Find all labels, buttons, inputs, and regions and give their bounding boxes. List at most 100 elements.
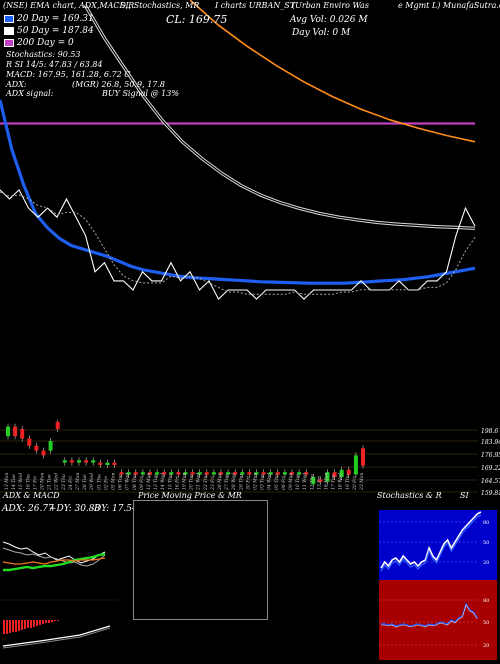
date-label: 16 Mon	[324, 473, 330, 490]
ema200-swatch	[4, 38, 14, 47]
date-label: 06 Tue	[118, 474, 124, 490]
date-label: 05 Thu	[274, 474, 280, 490]
macd-histogram-bar	[27, 620, 29, 628]
candle	[162, 472, 167, 475]
legend-macd: MACD: 167.95, 161.28, 6.72 C	[6, 70, 131, 79]
macd-histogram-bar	[6, 620, 8, 634]
date-label: 28 Tue	[82, 474, 88, 491]
rsi-tick-label: 20	[483, 643, 489, 649]
price-line	[0, 188, 476, 301]
price-tick-label: 198.6	[481, 428, 498, 435]
macd-histogram-bar	[48, 620, 50, 623]
candle	[41, 450, 46, 456]
candle	[346, 469, 351, 475]
rsi-tick-label: 50	[483, 620, 489, 626]
date-label: 20 Mon	[40, 473, 46, 491]
stoch-tick-label: 20	[483, 560, 489, 566]
legend-stochastics: Stochastics: 90.53	[6, 50, 81, 59]
date-label: 03 Tue	[260, 474, 266, 490]
date-label: 13 Fri	[316, 476, 322, 490]
date-label: 04 Wed	[267, 473, 273, 490]
macd-histogram-bar	[45, 620, 47, 623]
candle	[247, 472, 252, 475]
stoch-tick-label: 80	[483, 520, 489, 526]
price-tick-label: 183.94	[481, 439, 500, 446]
legend-adx-signal: ADX signal:	[6, 89, 54, 98]
macd-histogram-bar	[39, 620, 41, 625]
ema200-line	[189, 0, 476, 143]
candle	[311, 477, 316, 485]
date-label: 16 Thu	[25, 474, 31, 490]
date-label: 13 Tue	[153, 474, 159, 490]
candle	[190, 472, 195, 475]
candle	[282, 472, 287, 475]
legend-adx-values: (MGR) 26.8, 50.9, 17.8	[72, 80, 165, 89]
macd-histogram-bar	[30, 620, 32, 628]
date-label: 06 Fri	[281, 476, 287, 490]
candle	[155, 472, 160, 475]
price-tick-label: 159.81	[481, 490, 500, 497]
candle	[361, 448, 365, 466]
date-label: 14 Tue	[11, 474, 17, 490]
candle	[34, 445, 39, 451]
price-average-line	[0, 191, 476, 295]
candle	[240, 472, 245, 475]
candle	[55, 421, 60, 429]
adx-macd-panel	[0, 500, 130, 660]
candle	[119, 472, 124, 475]
date-label: 30 Fri	[245, 476, 251, 490]
date-label: 15 Thu	[167, 474, 173, 490]
date-label: 09 Mon	[288, 473, 294, 490]
date-label: 21 Wed	[196, 473, 202, 491]
macd-histogram-bar	[54, 620, 56, 621]
candle	[84, 460, 89, 463]
legend-ema20-text: 20 Day = 169.31	[17, 14, 94, 24]
candle	[290, 472, 294, 475]
stoch-tick-label: 50	[483, 540, 489, 546]
stoch-panel-title-right: SI	[460, 491, 469, 500]
macd-signal-line	[2, 627, 111, 649]
candle	[297, 472, 302, 475]
macd-histogram-bar	[15, 620, 17, 632]
pdi-line	[3, 552, 106, 572]
candle	[148, 472, 152, 475]
close-price: CL: 169.75	[166, 13, 228, 26]
rsi-line	[381, 602, 478, 627]
date-label: 22 Wed	[54, 473, 60, 491]
candle	[226, 472, 231, 475]
date-label: 12 Thu	[309, 474, 315, 490]
candle	[318, 479, 323, 482]
ema50-swatch	[4, 26, 14, 35]
date-label: 10 Tue	[295, 474, 301, 490]
date-label: 29 Thu	[238, 474, 244, 491]
avg-volume: Avg Vol: 0.026 M	[290, 15, 368, 25]
macd-histogram-bar	[33, 620, 35, 627]
candle	[98, 462, 103, 465]
date-label: 18 Wed	[338, 473, 344, 490]
date-label: 27 Tue	[224, 474, 230, 491]
date-label: 17 Fri	[32, 476, 38, 490]
legend-rsi: R SI 14/5: 47.83 / 63.84	[6, 60, 103, 69]
ema20-swatch	[4, 14, 14, 23]
candle	[91, 460, 96, 463]
candle	[339, 469, 344, 477]
macd-histogram-bar	[9, 620, 11, 633]
macd-histogram-bar	[42, 620, 44, 624]
price-tick-label: 169.22	[481, 465, 500, 472]
candlestick-chart: 198.6 183.94 176.95 169.22 164.57 159.81 13 Mo…	[0, 420, 500, 497]
stoch-k-line	[380, 511, 482, 569]
date-label: 15 Wed	[18, 473, 24, 490]
date-label: 17 Tue	[331, 474, 337, 490]
candle	[268, 472, 273, 475]
candle	[176, 472, 181, 475]
date-label: 02 Mon	[253, 473, 259, 490]
candle	[48, 441, 53, 451]
legend-ema50: 50 Day = 187.84	[4, 26, 94, 36]
ema-price-chart	[0, 0, 476, 301]
stoch-panel-title: Stochastics & R	[377, 491, 442, 500]
chart-title-left: (NSE) EMA chart, ADX,MACD,R	[3, 1, 135, 10]
date-label: 23 Fri	[210, 476, 216, 491]
date-label: 19 Mon	[182, 473, 188, 490]
macd-histogram-bar	[24, 620, 26, 629]
macd-histogram-bar	[51, 620, 53, 622]
